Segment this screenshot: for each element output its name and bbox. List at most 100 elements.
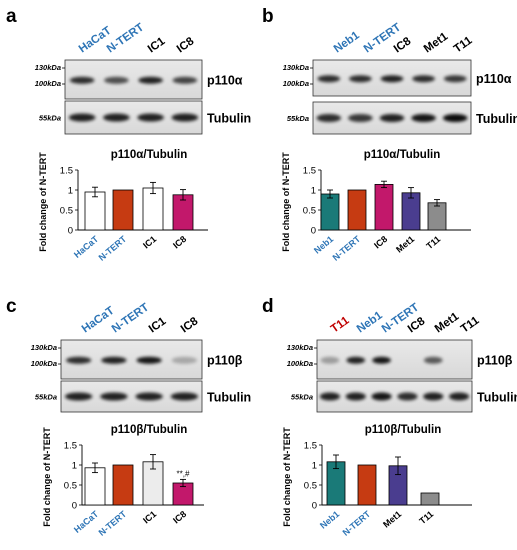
bar-chart: p110α/Tubulin 0 0.5 1 1.5 Fold change of N-TE… [38,149,208,263]
lane-label: IC8 [179,315,201,335]
band-tubulin [423,392,444,401]
marker-label: 55kDa [35,393,57,402]
band [317,75,341,83]
x-tick-label: N-TERT [341,509,373,538]
bar [420,492,440,506]
band [101,356,127,364]
band-tubulin [371,392,392,401]
x-tick-label: Neb1 [318,509,341,531]
x-tick-label: N-TERT [97,234,129,263]
chart-title: p110α/Tubulin [111,149,188,161]
y-tick-label: 1 [72,461,77,472]
bar-chart: p110β/Tubulin 0 0.5 1 1.5 Fold change of N-TE… [42,424,204,538]
protein-label: p110β [207,354,243,368]
x-tick-label: Met1 [394,234,416,255]
x-tick-label: IC8 [171,509,188,526]
bar [84,467,106,506]
bar-chart: p110β/Tubulin 0 0.5 1 1.5 Fold change of N-TE… [282,424,472,538]
marker-label: 130kDa [35,63,61,72]
band [320,356,340,364]
y-tick-label: 1 [68,186,73,197]
y-tick-label: 0.5 [60,206,73,217]
x-tick-label: IC8 [372,234,389,251]
y-axis-label: Fold change of N-TERT [38,152,48,252]
band-tubulin [345,392,366,401]
blot-target [316,339,473,380]
bar [142,187,164,231]
bar [112,464,134,506]
western-blot [64,59,203,135]
band-tubulin [411,114,436,122]
marker-label: 130kDa [287,343,313,352]
blot-tubulin [316,380,473,413]
y-tick-label: 0 [72,501,77,512]
lane-label: HaCaT [80,305,117,336]
band-tubulin [137,113,164,122]
loading-label: Tubulin [207,112,251,126]
y-tick-label: 1 [312,461,317,472]
marker-label: 100kDa [35,79,61,88]
y-tick-label: 0.5 [304,481,317,492]
x-tick-label: N-TERT [331,234,363,263]
marker-label: 100kDa [287,359,313,368]
band-tubulin [171,113,199,122]
lane-label: T11 [452,34,475,55]
bar [320,193,340,231]
band [423,356,443,364]
chart-title: p110α/Tubulin [364,149,441,161]
band [349,75,372,83]
lane-label: T11 [459,314,482,335]
band-tubulin [68,113,96,122]
band [172,76,198,84]
lane-label: IC1 [147,315,169,335]
y-tick-label: 1.5 [304,441,317,452]
western-blot [60,339,203,413]
x-tick-label: IC8 [171,234,188,251]
y-tick-label: 0.5 [303,206,316,217]
marker-label: 130kDa [283,63,309,72]
band-tubulin [103,113,130,122]
marker-label: 130kDa [31,343,57,352]
loading-label: Tubulin [477,391,517,405]
loading-label: Tubulin [207,391,251,405]
western-blot [312,59,472,135]
band [443,75,467,83]
lane-label: Neb1 [332,29,362,55]
marker-label: 55kDa [291,393,313,402]
loading-label: Tubulin [476,112,517,126]
band [372,356,391,364]
panel-letter: c [6,296,17,317]
marker-label: 55kDa [287,114,309,123]
band [69,76,95,84]
lane-label: IC8 [175,35,197,55]
lane-label: N-TERT [105,21,146,55]
bar [112,189,134,231]
band [380,75,404,83]
band-tubulin [316,114,342,122]
lane-label: IC8 [392,35,414,55]
lane-label: Met1 [433,310,462,335]
y-axis-label: Fold change of N-TERT [281,152,291,252]
y-axis-label: Fold change of N-TERT [282,427,292,527]
bar [427,202,447,231]
panel-letter: d [262,296,274,317]
band [171,356,198,364]
y-tick-label: 1.5 [303,166,316,177]
y-axis-label: Fold change of N-TERT [42,427,52,527]
significance-label: **,# [177,469,190,478]
band-tubulin [135,392,163,401]
y-tick-label: 0 [312,501,317,512]
marker-label: 55kDa [39,114,61,123]
y-tick-label: 0 [311,226,316,237]
panel-letter: a [6,6,17,27]
band-tubulin [397,392,418,401]
band-tubulin [379,114,405,122]
band-tubulin [100,392,128,401]
protein-label: p110α [476,72,512,86]
marker-label: 100kDa [31,359,57,368]
band [412,75,435,83]
